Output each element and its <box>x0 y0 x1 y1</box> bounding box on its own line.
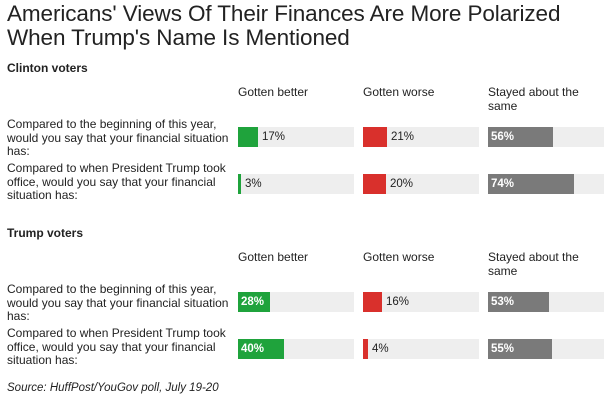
group-1-question-2-gotten-worse-bar-track: 20% <box>363 174 479 194</box>
group-1-question-2-gotten-worse-bar <box>363 174 386 194</box>
group-2-question-2-gotten-better-bar <box>238 339 284 359</box>
group-1-column-header-gotten-worse: Gotten worse <box>363 85 435 99</box>
group-1-question-1-stayed-same-bar-track: 56% <box>488 127 604 147</box>
group-1-question-2-gotten-better-bar-track: 3% <box>238 174 354 194</box>
group-1-question-1-gotten-better-value-label: 17% <box>262 131 286 143</box>
group-2-question-2-gotten-worse-value-label: 4% <box>372 343 389 355</box>
group-2-question-1-gotten-better-bar-track: 28% <box>238 292 354 312</box>
group-2-column-header-stayed-same: Stayed about the same <box>488 250 579 278</box>
group-1-question-2-stayed-same-bar-track: 74% <box>488 174 604 194</box>
group-2-question-1-gotten-worse-bar-track: 16% <box>363 292 479 312</box>
group-1-question-2-gotten-better-value-label: 3% <box>245 178 262 190</box>
group-1-question-2-text: Compared to when President Trump took of… <box>7 161 226 202</box>
group-2-column-header-gotten-worse: Gotten worse <box>363 250 435 264</box>
group-1-question-1-gotten-worse-value-label: 21% <box>391 131 415 143</box>
group-1-question-1-gotten-worse-bar-track: 21% <box>363 127 479 147</box>
group-1-question-2-stayed-same-bar <box>488 174 574 194</box>
group-2-question-1-gotten-better-bar <box>238 292 270 312</box>
group-1-question-2-gotten-worse-value-label: 20% <box>390 178 414 190</box>
group-2-question-1-gotten-worse-bar <box>363 292 382 312</box>
group-2-question-1-text: Compared to the beginning of this year, … <box>7 282 229 323</box>
group-1-column-header-gotten-better: Gotten better <box>238 85 309 99</box>
group-2-question-2-gotten-worse-bar-track: 4% <box>363 339 479 359</box>
group-2-question-2-text: Compared to when President Trump took of… <box>7 326 226 367</box>
group-1-question-1-stayed-same-value-label: 56% <box>491 131 515 143</box>
group-1-question-1-gotten-worse-bar <box>363 127 387 147</box>
group-1-question-2-stayed-same-value-label: 74% <box>491 178 515 190</box>
group-2-heading: Trump voters <box>7 226 84 240</box>
group-2-question-1-gotten-better-value-label: 28% <box>241 296 265 308</box>
group-2-question-1-stayed-same-value-label: 53% <box>491 296 515 308</box>
group-1-question-1-gotten-better-bar-track: 17% <box>238 127 354 147</box>
chart-title-line-2: When Trump's Name Is Mentioned <box>7 25 350 50</box>
group-2-question-2-gotten-better-bar-track: 40% <box>238 339 354 359</box>
group-1-question-2-gotten-better-bar <box>238 174 241 194</box>
group-2-question-2-gotten-better-value-label: 40% <box>241 343 265 355</box>
group-2-question-2-stayed-same-value-label: 55% <box>491 343 515 355</box>
group-2-question-1-stayed-same-bar-track: 53% <box>488 292 604 312</box>
group-2-question-2-gotten-worse-bar <box>363 339 368 359</box>
group-2-question-2-stayed-same-bar-track: 55% <box>488 339 604 359</box>
group-1-column-header-stayed-same: Stayed about the same <box>488 85 579 113</box>
group-2-question-1-gotten-worse-value-label: 16% <box>386 296 410 308</box>
group-2-column-header-gotten-better: Gotten better <box>238 250 309 264</box>
source-note: Source: HuffPost/YouGov poll, July 19-20 <box>7 382 219 394</box>
chart-title-line-1: Americans' Views Of Their Finances Are M… <box>7 1 561 26</box>
group-2-question-1-stayed-same-bar <box>488 292 549 312</box>
group-1-question-1-text: Compared to the beginning of this year, … <box>7 117 229 158</box>
group-1-question-1-gotten-better-bar <box>238 127 258 147</box>
chart-title: Americans' Views Of Their Finances Are M… <box>7 2 607 50</box>
group-1-question-1-stayed-same-bar <box>488 127 553 147</box>
group-2-question-2-stayed-same-bar <box>488 339 552 359</box>
group-1-heading: Clinton voters <box>7 61 88 75</box>
